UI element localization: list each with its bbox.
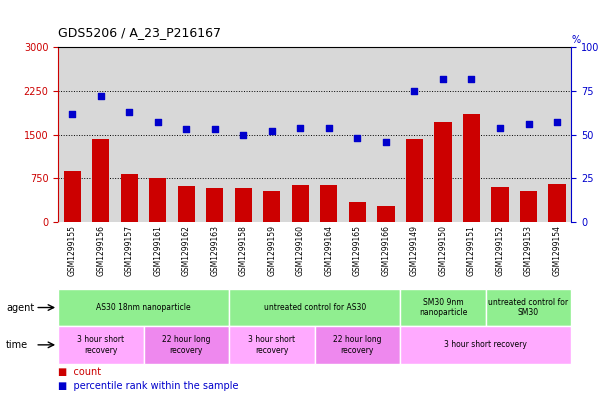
Point <box>353 135 362 141</box>
Bar <box>406 139 423 222</box>
Bar <box>64 171 81 222</box>
Bar <box>263 191 280 222</box>
Bar <box>434 122 452 222</box>
Point <box>125 109 134 115</box>
Text: 3 hour short
recovery: 3 hour short recovery <box>77 335 125 354</box>
Text: AS30 18nm nanoparticle: AS30 18nm nanoparticle <box>97 303 191 312</box>
Bar <box>549 184 566 222</box>
Text: GSM1299166: GSM1299166 <box>381 225 390 276</box>
Bar <box>292 185 309 222</box>
Text: GSM1299162: GSM1299162 <box>182 225 191 276</box>
Bar <box>400 289 486 326</box>
Text: GSM1299164: GSM1299164 <box>324 225 334 276</box>
Text: GSM1299155: GSM1299155 <box>68 225 77 276</box>
Point <box>524 121 533 127</box>
Bar <box>229 289 400 326</box>
Point <box>552 119 562 125</box>
Point <box>467 75 477 82</box>
Bar <box>178 187 195 222</box>
Point <box>324 125 334 131</box>
Bar <box>229 326 315 364</box>
Point <box>181 126 191 132</box>
Point <box>238 131 248 138</box>
Bar <box>149 178 166 222</box>
Bar <box>92 139 109 222</box>
Point <box>296 125 306 131</box>
Text: %: % <box>571 35 580 46</box>
Point <box>153 119 163 125</box>
Text: SM30 9nm
nanoparticle: SM30 9nm nanoparticle <box>419 298 467 317</box>
Text: GSM1299149: GSM1299149 <box>410 225 419 276</box>
Text: GSM1299165: GSM1299165 <box>353 225 362 276</box>
Text: time: time <box>6 340 28 350</box>
Text: GSM1299163: GSM1299163 <box>210 225 219 276</box>
Text: GSM1299157: GSM1299157 <box>125 225 134 276</box>
Text: GSM1299159: GSM1299159 <box>268 225 276 276</box>
Bar <box>400 326 571 364</box>
Text: GSM1299160: GSM1299160 <box>296 225 305 276</box>
Bar <box>315 326 400 364</box>
Text: untreated control for AS30: untreated control for AS30 <box>263 303 366 312</box>
Point <box>267 128 277 134</box>
Bar <box>144 326 229 364</box>
Text: GSM1299154: GSM1299154 <box>552 225 562 276</box>
Point <box>96 93 106 99</box>
Text: 22 hour long
recovery: 22 hour long recovery <box>162 335 211 354</box>
Bar <box>486 289 571 326</box>
Point <box>409 88 419 94</box>
Text: agent: agent <box>6 303 34 312</box>
Bar <box>235 187 252 222</box>
Bar <box>491 187 508 222</box>
Bar <box>520 191 537 222</box>
Point <box>495 125 505 131</box>
Bar <box>320 185 337 222</box>
Text: 3 hour short recovery: 3 hour short recovery <box>444 340 527 349</box>
Bar <box>207 188 224 222</box>
Bar <box>58 326 144 364</box>
Text: 3 hour short
recovery: 3 hour short recovery <box>248 335 296 354</box>
Point <box>438 75 448 82</box>
Point <box>210 126 220 132</box>
Text: GSM1299150: GSM1299150 <box>439 225 447 276</box>
Text: GSM1299161: GSM1299161 <box>153 225 163 276</box>
Text: untreated control for
SM30: untreated control for SM30 <box>488 298 569 317</box>
Text: ■  count: ■ count <box>58 367 101 377</box>
Text: GSM1299152: GSM1299152 <box>496 225 505 276</box>
Bar <box>121 174 138 222</box>
Bar <box>349 202 366 222</box>
Bar <box>463 114 480 222</box>
Text: GDS5206 / A_23_P216167: GDS5206 / A_23_P216167 <box>58 26 221 39</box>
Text: GSM1299153: GSM1299153 <box>524 225 533 276</box>
Point <box>67 110 77 117</box>
Text: GSM1299151: GSM1299151 <box>467 225 476 276</box>
Bar <box>58 289 229 326</box>
Bar <box>378 206 395 222</box>
Point <box>381 138 391 145</box>
Text: ■  percentile rank within the sample: ■ percentile rank within the sample <box>58 381 238 391</box>
Text: GSM1299156: GSM1299156 <box>97 225 105 276</box>
Text: 22 hour long
recovery: 22 hour long recovery <box>333 335 382 354</box>
Text: GSM1299158: GSM1299158 <box>239 225 248 276</box>
